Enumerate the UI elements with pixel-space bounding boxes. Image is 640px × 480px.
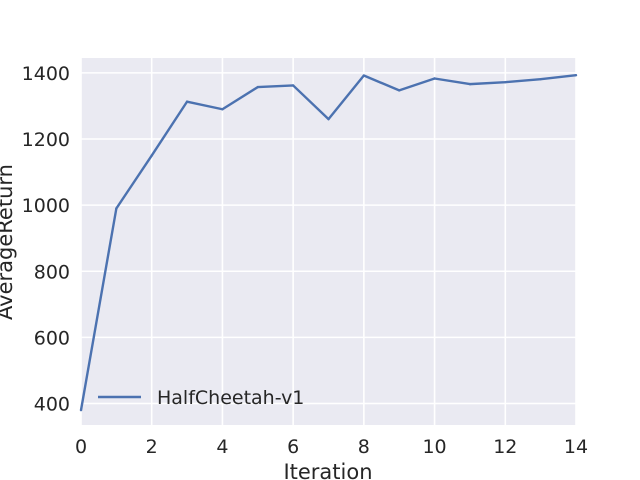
data-point bbox=[79, 408, 83, 412]
plot-background bbox=[81, 58, 576, 425]
y-tick-label: 1400 bbox=[22, 63, 70, 85]
x-tick-label: 12 bbox=[493, 436, 517, 458]
y-tick-label: 400 bbox=[34, 394, 70, 416]
y-tick-label: 600 bbox=[34, 327, 70, 349]
x-axis-label: Iteration bbox=[283, 460, 372, 480]
y-tick-label: 1200 bbox=[22, 129, 70, 151]
data-point bbox=[539, 77, 542, 81]
x-tick-label: 10 bbox=[422, 436, 446, 458]
data-point bbox=[504, 80, 507, 84]
data-point bbox=[291, 84, 295, 87]
series-layer bbox=[79, 73, 578, 412]
y-tick-labels: 400 600 800 1000 1200 1400 bbox=[22, 63, 70, 416]
data-point bbox=[185, 100, 189, 103]
data-point bbox=[256, 85, 259, 89]
x-tick-label: 6 bbox=[287, 436, 299, 458]
data-point bbox=[150, 154, 153, 157]
data-point bbox=[433, 77, 436, 80]
x-tick-labels: 0 2 4 6 8 10 12 14 bbox=[75, 436, 588, 458]
x-tick-label: 8 bbox=[358, 436, 370, 458]
grid bbox=[80, 58, 577, 425]
x-tick-label: 0 bbox=[75, 436, 87, 458]
legend: HalfCheetah-v1 bbox=[98, 387, 304, 409]
y-tick-label: 1000 bbox=[22, 195, 70, 217]
x-tick-label: 4 bbox=[216, 436, 228, 458]
x-tick-label: 2 bbox=[146, 436, 158, 458]
data-point bbox=[221, 108, 224, 111]
data-point bbox=[115, 207, 118, 210]
data-point bbox=[574, 73, 578, 77]
legend-label: HalfCheetah-v1 bbox=[157, 387, 304, 409]
x-tick-label: 14 bbox=[564, 436, 588, 458]
data-point bbox=[468, 82, 472, 86]
data-point bbox=[398, 89, 401, 92]
data-point bbox=[362, 74, 366, 77]
y-axis-label: AverageReturn bbox=[0, 164, 17, 320]
y-tick-label: 800 bbox=[34, 261, 70, 283]
data-point bbox=[327, 117, 330, 121]
